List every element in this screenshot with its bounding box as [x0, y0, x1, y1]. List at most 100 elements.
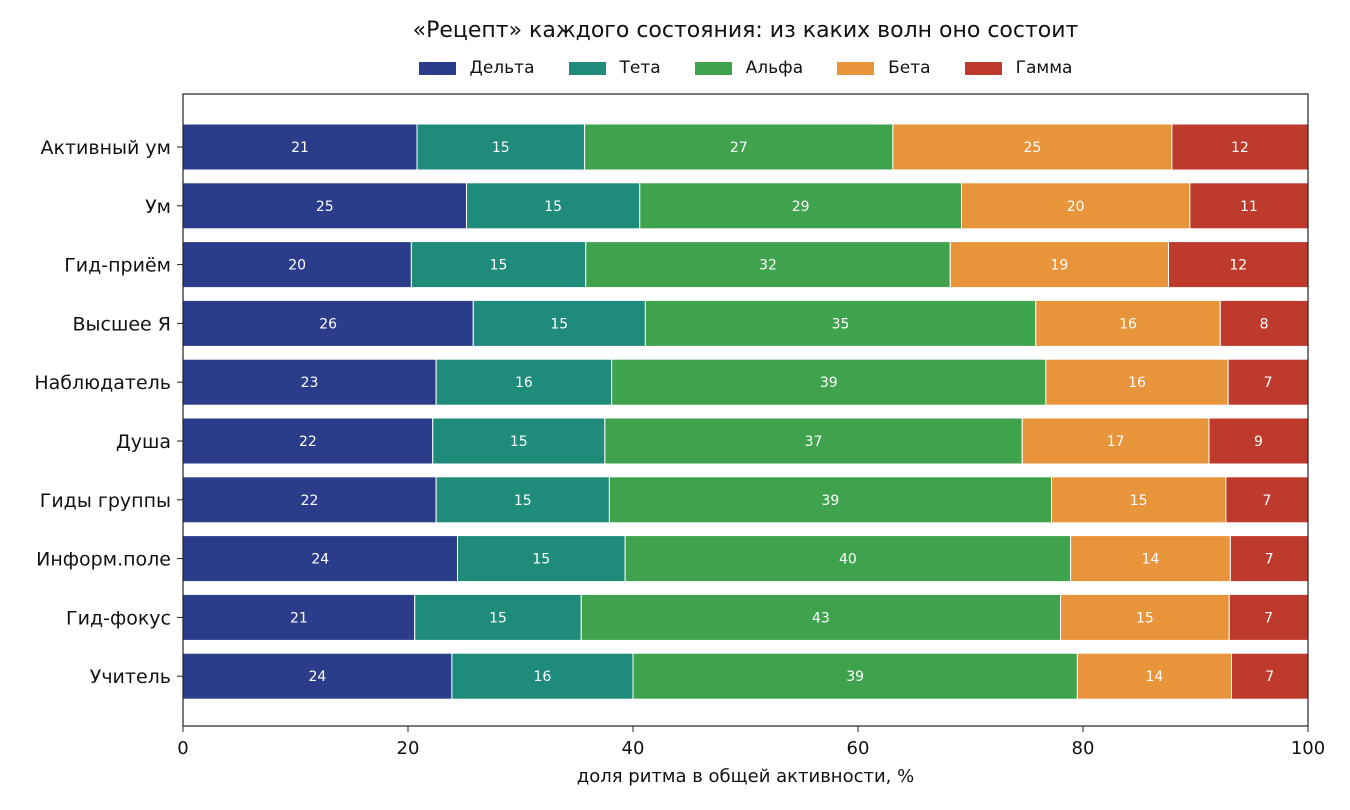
legend: Дельта Тета Альфа Бета Гамма — [183, 58, 1308, 78]
legend-swatch-alpha — [694, 61, 732, 75]
bar-segment — [1219, 299, 1309, 347]
bar-value-label: 15 — [544, 199, 562, 215]
bar-value-label: 20 — [288, 258, 306, 274]
x-tick-label: 100 — [1291, 738, 1325, 759]
legend-label-delta: Дельта — [469, 58, 535, 78]
y-tick-label: Гид-приём — [64, 255, 171, 277]
bar-value-label: 7 — [1264, 610, 1273, 626]
bar-segment — [457, 535, 626, 583]
y-tick-label: Учитель — [90, 666, 171, 688]
bar-value-label: 15 — [1130, 493, 1148, 509]
legend-item-theta: Тета — [568, 58, 661, 78]
legend-label-gamma: Гамма — [1015, 58, 1073, 78]
bar-value-label: 21 — [290, 610, 308, 626]
bar-value-label: 16 — [1119, 316, 1137, 332]
x-tick-label: 20 — [397, 738, 420, 759]
bar-segment — [1070, 535, 1231, 583]
bar-segment — [961, 182, 1191, 230]
bar-value-label: 15 — [550, 316, 568, 332]
y-axis-labels: Активный ум Ум Гид-приём Высшее Я Наблюдател… — [34, 137, 183, 688]
bar-value-label: 39 — [822, 493, 840, 509]
bar-value-label: 15 — [532, 552, 550, 568]
y-tick-label: Ум — [145, 196, 171, 218]
bar-value-label: 35 — [832, 316, 850, 332]
bar-value-label: 22 — [301, 493, 319, 509]
bar-segment — [611, 358, 1047, 406]
bar-value-label: 40 — [839, 552, 857, 568]
y-tick-label: Душа — [116, 431, 171, 453]
bar-segment — [892, 123, 1173, 171]
y-tick-label: Активный ум — [41, 137, 171, 159]
bar-value-label: 16 — [515, 375, 533, 391]
legend-item-delta: Дельта — [418, 58, 535, 78]
bar-segment — [435, 476, 610, 524]
bar-segment — [1227, 358, 1309, 406]
bar-value-label: 20 — [1067, 199, 1085, 215]
bar-segment — [472, 299, 646, 347]
bar-segment — [1168, 241, 1309, 289]
plot-frame — [182, 93, 1309, 727]
bar-value-label: 22 — [299, 434, 317, 450]
bar-segment — [1171, 123, 1309, 171]
bar-value-label: 26 — [319, 316, 337, 332]
y-tick-label: Высшее Я — [73, 313, 172, 335]
bar-segment — [608, 476, 1052, 524]
bar-segment — [1045, 358, 1229, 406]
bar-segment — [1051, 476, 1227, 524]
legend-item-alpha: Альфа — [694, 58, 804, 78]
bar-value-label: 21 — [291, 140, 309, 156]
bar-value-label: 39 — [846, 669, 864, 685]
chart-title: «Рецепт» каждого состояния: из каких вол… — [412, 18, 1079, 43]
legend-item-beta: Бета — [837, 58, 931, 78]
bar-segment — [182, 476, 437, 524]
bar-value-label: 15 — [492, 140, 510, 156]
bar-value-label: 8 — [1260, 316, 1269, 332]
x-tick-label: 60 — [847, 738, 870, 759]
bar-segment — [451, 652, 634, 700]
bar-segment — [416, 123, 586, 171]
legend-swatch-delta — [418, 61, 456, 75]
bar-segment — [435, 358, 613, 406]
legend-swatch-beta — [837, 61, 875, 75]
bar-segment — [1231, 652, 1309, 700]
bar-value-label: 37 — [805, 434, 823, 450]
bar-segment — [1189, 182, 1309, 230]
bar-value-label: 27 — [730, 140, 748, 156]
bar-value-label: 14 — [1142, 552, 1160, 568]
bar-segment — [1229, 535, 1309, 583]
bar-segment — [182, 299, 474, 347]
legend-swatch-theta — [568, 61, 606, 75]
bar-value-label: 19 — [1050, 258, 1068, 274]
bar-segment — [466, 182, 641, 230]
legend-label-alpha: Альфа — [745, 58, 804, 78]
bar-segment — [1060, 593, 1230, 641]
bar-segment — [639, 182, 962, 230]
legend-swatch-gamma — [964, 61, 1002, 75]
bar-segment — [1208, 417, 1309, 465]
bar-value-label: 25 — [316, 199, 334, 215]
x-tick-label: 80 — [1072, 738, 1095, 759]
bar-segment — [644, 299, 1037, 347]
bar-value-label: 32 — [759, 258, 777, 274]
bar-segment — [1228, 593, 1309, 641]
bar-value-label: 15 — [1136, 610, 1154, 626]
bar-segment — [410, 241, 587, 289]
bar-segment — [182, 652, 453, 700]
bar-value-label: 11 — [1240, 199, 1258, 215]
bar-value-label: 17 — [1107, 434, 1125, 450]
x-tick-label: 0 — [177, 738, 188, 759]
bar-value-label: 14 — [1146, 669, 1164, 685]
bar-segment — [1225, 476, 1309, 524]
y-tick-label: Гиды группы — [40, 490, 171, 512]
bar-value-label: 29 — [792, 199, 810, 215]
bar-segment — [182, 241, 412, 289]
bars-layer: 21 15 27 25 12 25 15 29 20 11 20 15 32 19 12 26 15 35 16 8 2… — [182, 123, 1309, 700]
y-tick-label: Наблюдатель — [34, 372, 171, 394]
bar-value-label: 7 — [1264, 375, 1273, 391]
bar-segment — [624, 535, 1072, 583]
bar-value-label: 39 — [820, 375, 838, 391]
bar-segment — [584, 123, 894, 171]
y-tick-label: Гид-фокус — [66, 607, 171, 629]
bar-value-label: 7 — [1265, 669, 1274, 685]
